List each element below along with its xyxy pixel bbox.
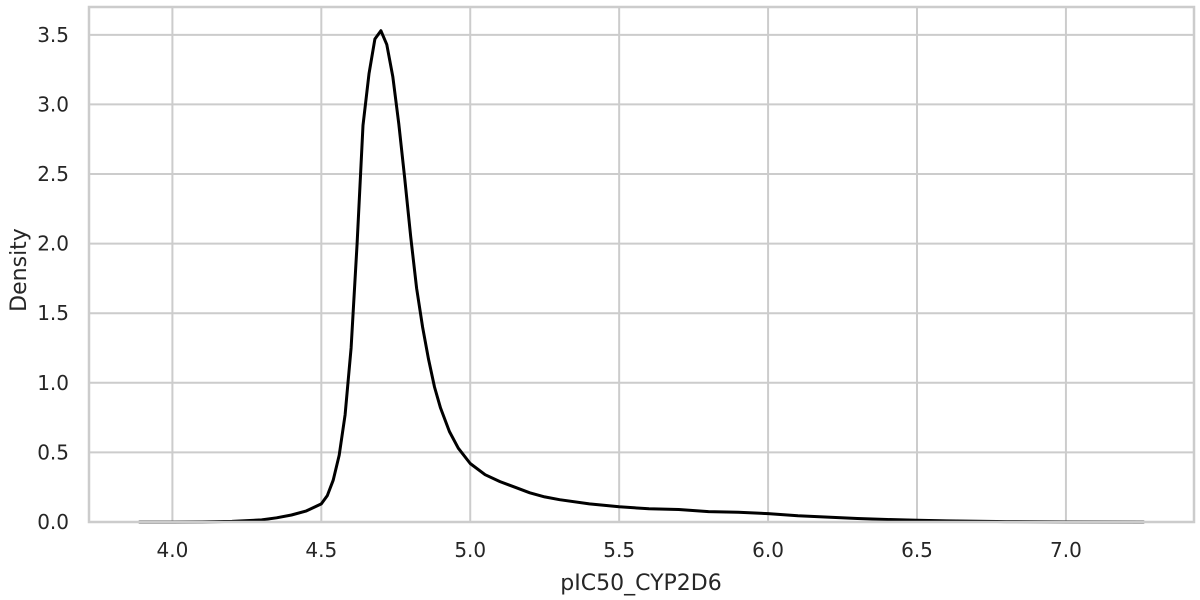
plot-area [138,29,1145,524]
y-tick-label: 2.5 [37,162,69,186]
x-tick-label: 6.5 [901,538,933,562]
x-tick-label: 5.0 [454,538,486,562]
x-tick-label: 5.5 [603,538,635,562]
y-tick-label: 1.5 [37,301,69,325]
y-tick-label: 0.0 [37,510,69,534]
y-tick-label: 1.0 [37,371,69,395]
x-tick-label: 7.0 [1050,538,1082,562]
x-axis-label: pIC50_CYP2D6 [560,571,721,596]
x-tick-label: 4.5 [305,538,337,562]
grid [89,7,1194,523]
y-tick-label: 3.5 [37,23,69,47]
x-tick-label: 4.0 [156,538,188,562]
y-tick-label: 3.0 [37,92,69,116]
x-axis: 4.0 4.5 5.0 5.5 6.0 6.5 7.0 [156,538,1081,562]
plot-frame [87,5,1196,524]
y-tick-label: 2.0 [37,232,69,256]
y-axis: 0.0 0.5 1.0 1.5 2.0 2.5 3.0 3.5 [37,23,69,534]
y-tick-label: 0.5 [37,440,69,464]
plot-border [87,5,1196,524]
y-axis-label: Density [7,228,32,312]
x-tick-label: 6.0 [752,538,784,562]
density-line [138,29,1145,524]
